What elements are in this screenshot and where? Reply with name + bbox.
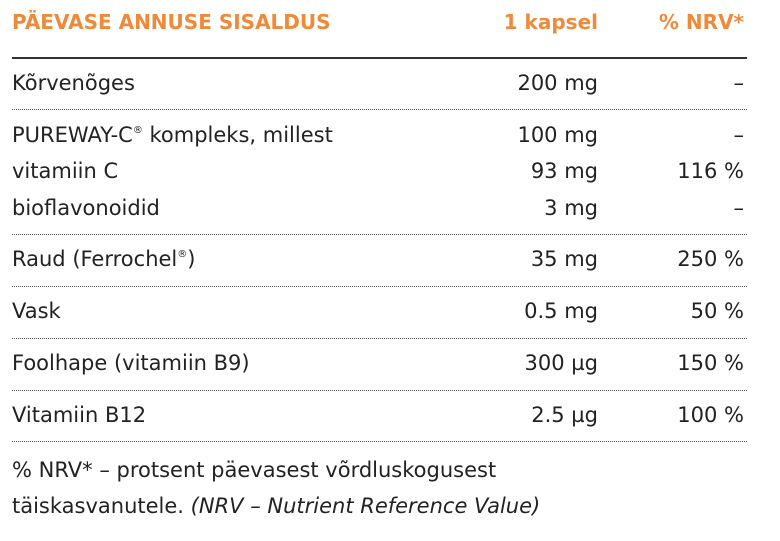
header-divider xyxy=(12,57,747,59)
footnote: % NRV* – protsent päevasest võrdluskogus… xyxy=(12,452,752,524)
table-row: Kõrvenõges 200 mg – xyxy=(0,65,780,101)
table-row: Raud (Ferrochel®) 35 mg 250 % xyxy=(0,241,780,277)
row-divider xyxy=(12,234,747,235)
ingredient-name: bioflavonoidid xyxy=(12,196,160,220)
ingredient-nrv: 100 % xyxy=(677,403,744,427)
registered-mark: ® xyxy=(132,125,143,136)
header-nrv: % NRV* xyxy=(658,10,744,34)
header-dose: 1 kapsel xyxy=(503,10,598,34)
table-row: Foolhape (vitamiin B9) 300 µg 150 % xyxy=(0,345,780,381)
ingredient-nrv: – xyxy=(733,196,745,220)
footnote-italic: (NRV – Nutrient Reference Value) xyxy=(190,494,541,518)
row-divider xyxy=(12,338,747,339)
ingredient-name: Kõrvenõges xyxy=(12,71,135,95)
ingredient-nrv: 116 % xyxy=(677,159,744,183)
table-row: Vitamiin B12 2.5 µg 100 % xyxy=(0,397,780,433)
header-ingredient: PÄEVASE ANNUSE SISALDUS xyxy=(12,10,331,34)
registered-mark: ® xyxy=(177,249,188,260)
ingredient-nrv: 150 % xyxy=(677,351,744,375)
row-divider xyxy=(12,109,747,110)
ingredient-name: Vitamiin B12 xyxy=(12,403,147,427)
ingredient-dose: 300 µg xyxy=(524,351,598,375)
ingredient-dose: 2.5 µg xyxy=(531,403,598,427)
ingredient-nrv: – xyxy=(733,123,745,147)
ingredient-name: PUREWAY-C® kompleks, millest xyxy=(12,123,333,147)
footnote-line-1: % NRV* – protsent päevasest võrdluskogus… xyxy=(12,458,497,482)
ingredient-name: Raud (Ferrochel®) xyxy=(12,247,196,271)
ingredient-name: Foolhape (vitamiin B9) xyxy=(12,351,250,375)
ingredient-name: Vask xyxy=(12,299,61,323)
ingredient-name: vitamiin C xyxy=(12,159,119,183)
row-divider xyxy=(12,390,747,391)
ingredient-dose: 93 mg xyxy=(530,159,598,183)
footnote-line-2: täiskasvanutele. (NRV – Nutrient Referen… xyxy=(12,494,541,518)
ingredient-nrv: 50 % xyxy=(690,299,744,323)
table-row: PUREWAY-C® kompleks, millest 100 mg – xyxy=(0,117,780,153)
table-row: bioflavonoidid 3 mg – xyxy=(0,190,780,226)
row-divider xyxy=(12,441,747,442)
ingredient-nrv: 250 % xyxy=(677,247,744,271)
ingredient-nrv: – xyxy=(733,71,745,95)
table-row: Vask 0.5 mg 50 % xyxy=(0,293,780,329)
ingredient-dose: 100 mg xyxy=(517,123,598,147)
table-row: vitamiin C 93 mg 116 % xyxy=(0,153,780,189)
ingredient-dose: 35 mg xyxy=(530,247,598,271)
ingredient-dose: 200 mg xyxy=(517,71,598,95)
row-divider xyxy=(12,286,747,287)
ingredient-dose: 0.5 mg xyxy=(524,299,598,323)
ingredient-dose: 3 mg xyxy=(544,196,598,220)
table-header: PÄEVASE ANNUSE SISALDUS 1 kapsel % NRV* xyxy=(0,0,780,50)
